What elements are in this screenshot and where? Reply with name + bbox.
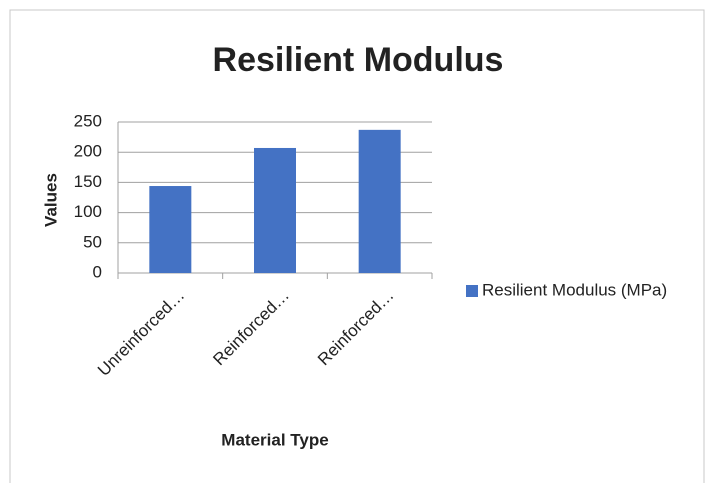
- bar: [358, 129, 401, 273]
- y-tick-label: 50: [83, 232, 102, 251]
- x-axis-title: Material Type: [221, 430, 328, 449]
- y-axis-title: Values: [41, 173, 60, 227]
- y-tick-label: 250: [74, 111, 102, 130]
- bar: [149, 186, 192, 273]
- bar: [254, 147, 296, 273]
- y-tick-label: 200: [74, 142, 102, 161]
- legend-label: Resilient Modulus (MPa): [482, 280, 667, 299]
- chart-border: [9, 9, 705, 483]
- y-tick-label: 150: [74, 172, 102, 191]
- legend-swatch: [466, 285, 478, 297]
- chart-title: Resilient Modulus: [213, 41, 504, 79]
- y-tick-label: 0: [93, 262, 102, 281]
- y-tick-label: 100: [74, 202, 102, 221]
